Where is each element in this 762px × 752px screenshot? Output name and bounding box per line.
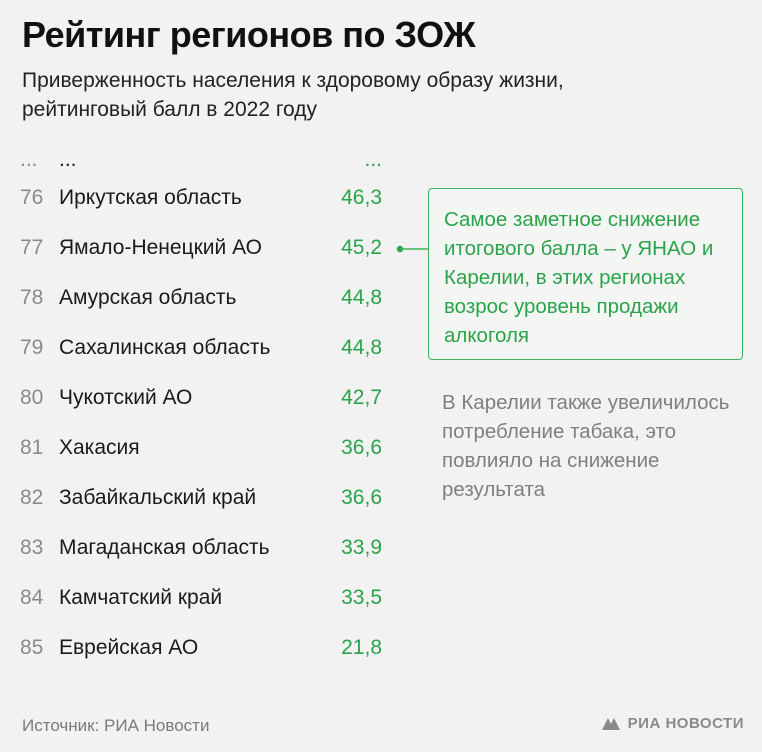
region-name: Камчатский край xyxy=(59,586,223,609)
score: 36,6 xyxy=(341,436,382,459)
rank: 82 xyxy=(20,486,44,509)
page-title: Рейтинг регионов по ЗОЖ xyxy=(22,14,476,55)
list-item: 82 Забайкальский край 36,6 xyxy=(0,478,400,518)
score: 42,7 xyxy=(341,386,382,409)
ellipsis-score: ... xyxy=(364,148,382,171)
region-name: Хакасия xyxy=(59,436,140,459)
note-text: В Карелии также увеличилось потребление … xyxy=(442,391,730,501)
rank: 80 xyxy=(20,386,44,409)
ria-logo: РИА НОВОСТИ xyxy=(600,715,744,732)
callout-connector xyxy=(396,245,429,253)
list-item: 85 Еврейская АО 21,8 xyxy=(0,628,400,668)
score: 45,2 xyxy=(341,236,382,259)
region-name: Сахалинская область xyxy=(59,336,271,359)
list-item: 81 Хакасия 36,6 xyxy=(0,428,400,468)
region-name: Ямало-Ненецкий АО xyxy=(59,236,262,259)
ellipsis-row: ... ... ... xyxy=(0,140,400,180)
score: 21,8 xyxy=(341,636,382,659)
ellipsis-rank: ... xyxy=(20,148,38,171)
score: 33,9 xyxy=(341,536,382,559)
callout-box: Самое заметное снижение итогового балла … xyxy=(428,188,743,360)
region-name: Еврейская АО xyxy=(59,636,199,659)
list-item: 84 Камчатский край 33,5 xyxy=(0,578,400,618)
rank: 83 xyxy=(20,536,44,559)
list-item: 78 Амурская область 44,8 xyxy=(0,278,400,318)
list-item: 80 Чукотский АО 42,7 xyxy=(0,378,400,418)
page-subtitle: Приверженность населения к здоровому обр… xyxy=(22,69,564,121)
region-name: Магаданская область xyxy=(59,536,270,559)
rank: 79 xyxy=(20,336,44,359)
list-item: 83 Магаданская область 33,9 xyxy=(0,528,400,568)
score: 44,8 xyxy=(341,286,382,309)
list-item: 79 Сахалинская область 44,8 xyxy=(0,328,400,368)
rank: 77 xyxy=(20,236,44,259)
list-item: 76 Иркутская область 46,3 xyxy=(0,178,400,218)
score: 36,6 xyxy=(341,486,382,509)
score: 44,8 xyxy=(341,336,382,359)
source-text: Источник: РИА Новости xyxy=(22,716,210,735)
rank: 84 xyxy=(20,586,44,609)
rank: 76 xyxy=(20,186,44,209)
rank: 78 xyxy=(20,286,44,309)
score: 33,5 xyxy=(341,586,382,609)
region-name: Иркутская область xyxy=(59,186,242,209)
rank: 81 xyxy=(20,436,44,459)
region-name: Забайкальский край xyxy=(59,486,257,509)
score: 46,3 xyxy=(341,186,382,209)
list-item: 77 Ямало-Ненецкий АО 45,2 xyxy=(0,228,400,268)
logo-text: РИА НОВОСТИ xyxy=(627,715,744,732)
rank: 85 xyxy=(20,636,44,659)
region-name: Амурская область xyxy=(59,286,237,309)
region-name: Чукотский АО xyxy=(59,386,193,409)
ellipsis-name: ... xyxy=(59,148,77,171)
ria-logo-icon xyxy=(601,717,620,730)
